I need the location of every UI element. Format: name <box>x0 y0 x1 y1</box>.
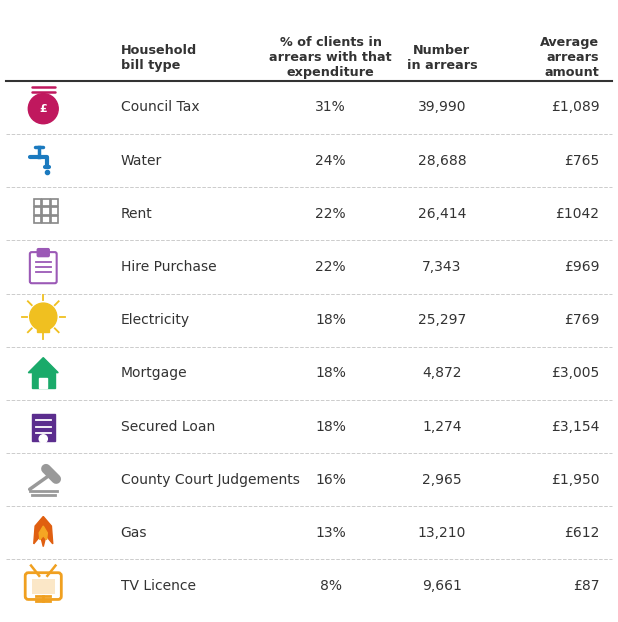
Bar <box>51 198 58 206</box>
Text: 8%: 8% <box>320 579 342 593</box>
Text: 28,688: 28,688 <box>418 154 466 168</box>
Text: £612: £612 <box>564 526 599 540</box>
Text: 18%: 18% <box>315 366 346 381</box>
Bar <box>32 373 55 388</box>
Circle shape <box>28 94 58 124</box>
Text: £1,089: £1,089 <box>551 100 599 114</box>
Text: £765: £765 <box>564 154 599 168</box>
Text: Council Tax: Council Tax <box>121 100 199 114</box>
Text: Secured Loan: Secured Loan <box>121 419 215 434</box>
Text: 39,990: 39,990 <box>418 100 466 114</box>
Text: 31%: 31% <box>315 100 346 114</box>
Circle shape <box>30 303 57 330</box>
Bar <box>32 414 55 441</box>
Text: 13%: 13% <box>315 526 346 540</box>
Text: 18%: 18% <box>315 419 346 434</box>
FancyBboxPatch shape <box>37 249 49 257</box>
Circle shape <box>39 435 48 443</box>
Text: £87: £87 <box>573 579 599 593</box>
Text: Water: Water <box>121 154 162 168</box>
Bar <box>34 216 41 223</box>
Bar <box>37 325 49 333</box>
Text: Average
arrears
amount: Average arrears amount <box>540 36 599 79</box>
Text: £1,950: £1,950 <box>551 473 599 487</box>
Text: TV Licence: TV Licence <box>121 579 195 593</box>
Bar <box>34 198 41 206</box>
Text: 18%: 18% <box>315 313 346 327</box>
Text: 1,274: 1,274 <box>422 419 462 434</box>
Text: 9,661: 9,661 <box>422 579 462 593</box>
Text: £969: £969 <box>564 260 599 274</box>
Text: 24%: 24% <box>315 154 346 168</box>
Text: Number
in arrears: Number in arrears <box>407 44 477 72</box>
Bar <box>39 378 48 388</box>
Text: 2,965: 2,965 <box>422 473 462 487</box>
Text: Mortgage: Mortgage <box>121 366 187 381</box>
Text: Gas: Gas <box>121 526 147 540</box>
Bar <box>34 207 41 215</box>
Text: Electricity: Electricity <box>121 313 190 327</box>
Bar <box>51 216 58 223</box>
Text: % of clients in
arrears with that
expenditure: % of clients in arrears with that expend… <box>269 36 392 79</box>
Polygon shape <box>39 526 48 540</box>
Bar <box>32 578 55 593</box>
Text: £769: £769 <box>564 313 599 327</box>
Text: Rent: Rent <box>121 207 152 221</box>
Bar <box>42 198 50 206</box>
Text: 26,414: 26,414 <box>418 207 466 221</box>
Text: 13,210: 13,210 <box>418 526 466 540</box>
Polygon shape <box>34 516 53 547</box>
Text: 4,872: 4,872 <box>422 366 462 381</box>
Text: £: £ <box>40 104 47 114</box>
Text: 22%: 22% <box>315 207 346 221</box>
Bar <box>42 207 50 215</box>
Text: £3,005: £3,005 <box>551 366 599 381</box>
Polygon shape <box>28 358 58 373</box>
Bar <box>51 207 58 215</box>
Text: 16%: 16% <box>315 473 346 487</box>
Text: 25,297: 25,297 <box>418 313 466 327</box>
Text: Household
bill type: Household bill type <box>121 44 197 72</box>
Text: £1042: £1042 <box>556 207 599 221</box>
Text: 22%: 22% <box>315 260 346 274</box>
Bar <box>42 216 50 223</box>
Text: County Court Judgements: County Court Judgements <box>121 473 299 487</box>
Text: £3,154: £3,154 <box>551 419 599 434</box>
Text: Hire Purchase: Hire Purchase <box>121 260 216 274</box>
Text: 7,343: 7,343 <box>422 260 462 274</box>
